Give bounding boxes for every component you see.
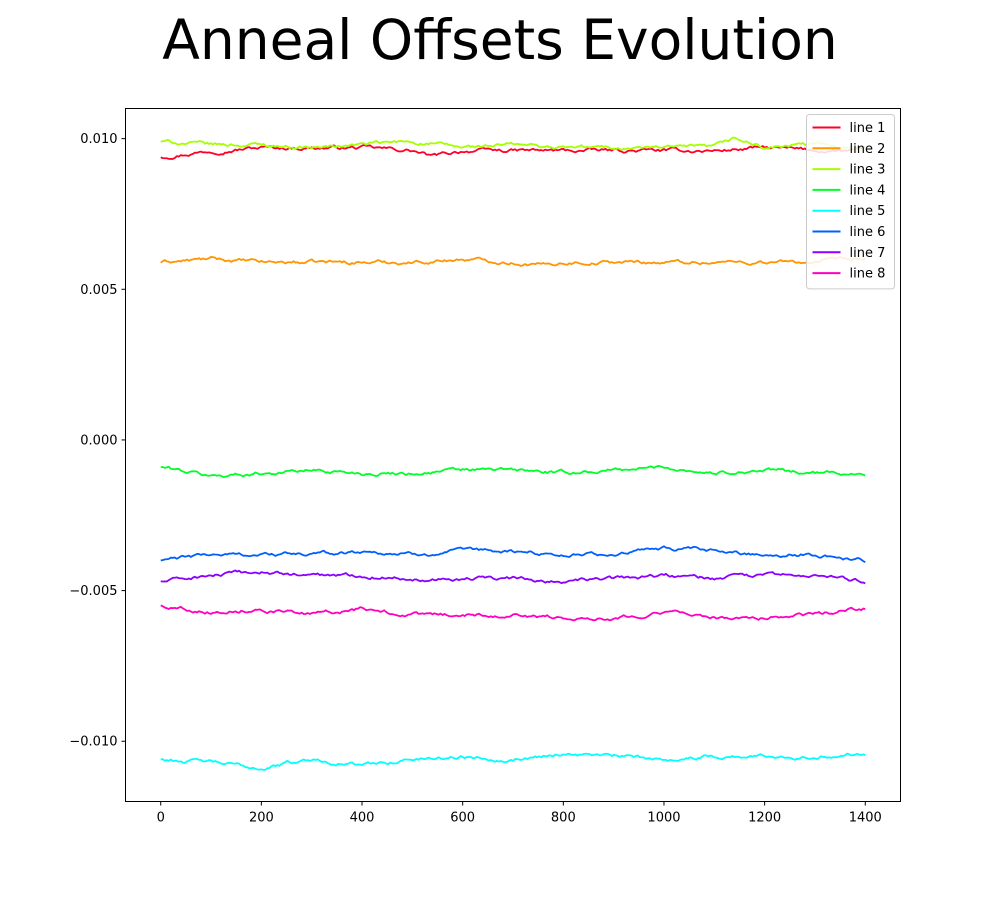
series-line-7 bbox=[160, 569, 866, 585]
legend-label: line 3 bbox=[850, 163, 886, 178]
series-line-6 bbox=[160, 545, 866, 563]
legend-label: line 1 bbox=[850, 121, 886, 136]
legend-label: line 6 bbox=[850, 225, 886, 240]
series-line-1 bbox=[160, 144, 866, 160]
x-tick-label: 200 bbox=[249, 811, 274, 826]
chart-title: Anneal Offsets Evolution bbox=[162, 8, 838, 72]
y-tick-label: 0.010 bbox=[80, 132, 117, 147]
legend-label: line 8 bbox=[850, 267, 886, 282]
series-line-5 bbox=[160, 752, 866, 771]
plot-frame bbox=[125, 108, 901, 802]
x-tick-label: 1400 bbox=[849, 811, 882, 826]
y-axis: −0.010 −0.005 0.000 0.005 0.010 bbox=[69, 132, 126, 750]
x-tick-label: 800 bbox=[551, 811, 576, 826]
legend: line 1 line 2 line 3 line 4 line 5 line 6 line… bbox=[806, 114, 895, 290]
series-line-8 bbox=[160, 604, 866, 622]
y-tick-label: −0.010 bbox=[69, 735, 117, 750]
y-tick-label: −0.005 bbox=[69, 584, 117, 599]
legend-label: line 5 bbox=[850, 204, 886, 219]
legend-label: line 2 bbox=[850, 142, 886, 157]
plot-area bbox=[125, 108, 901, 802]
legend-box bbox=[806, 114, 895, 290]
y-tick-label: 0.005 bbox=[80, 283, 117, 298]
x-tick-label: 600 bbox=[450, 811, 475, 826]
x-tick-label: 0 bbox=[157, 811, 165, 826]
series-line-3 bbox=[160, 136, 866, 152]
series-layer bbox=[160, 136, 866, 771]
series-line-4 bbox=[160, 465, 866, 478]
x-tick-label: 400 bbox=[350, 811, 375, 826]
x-tick-label: 1200 bbox=[748, 811, 781, 826]
y-tick-label: 0.000 bbox=[80, 433, 117, 448]
legend-label: line 7 bbox=[850, 246, 886, 261]
series-line-2 bbox=[160, 256, 866, 267]
x-tick-label: 1000 bbox=[647, 811, 680, 826]
legend-label: line 4 bbox=[850, 183, 886, 198]
x-axis: 0 200 400 600 800 1000 1200 1400 bbox=[157, 801, 882, 826]
